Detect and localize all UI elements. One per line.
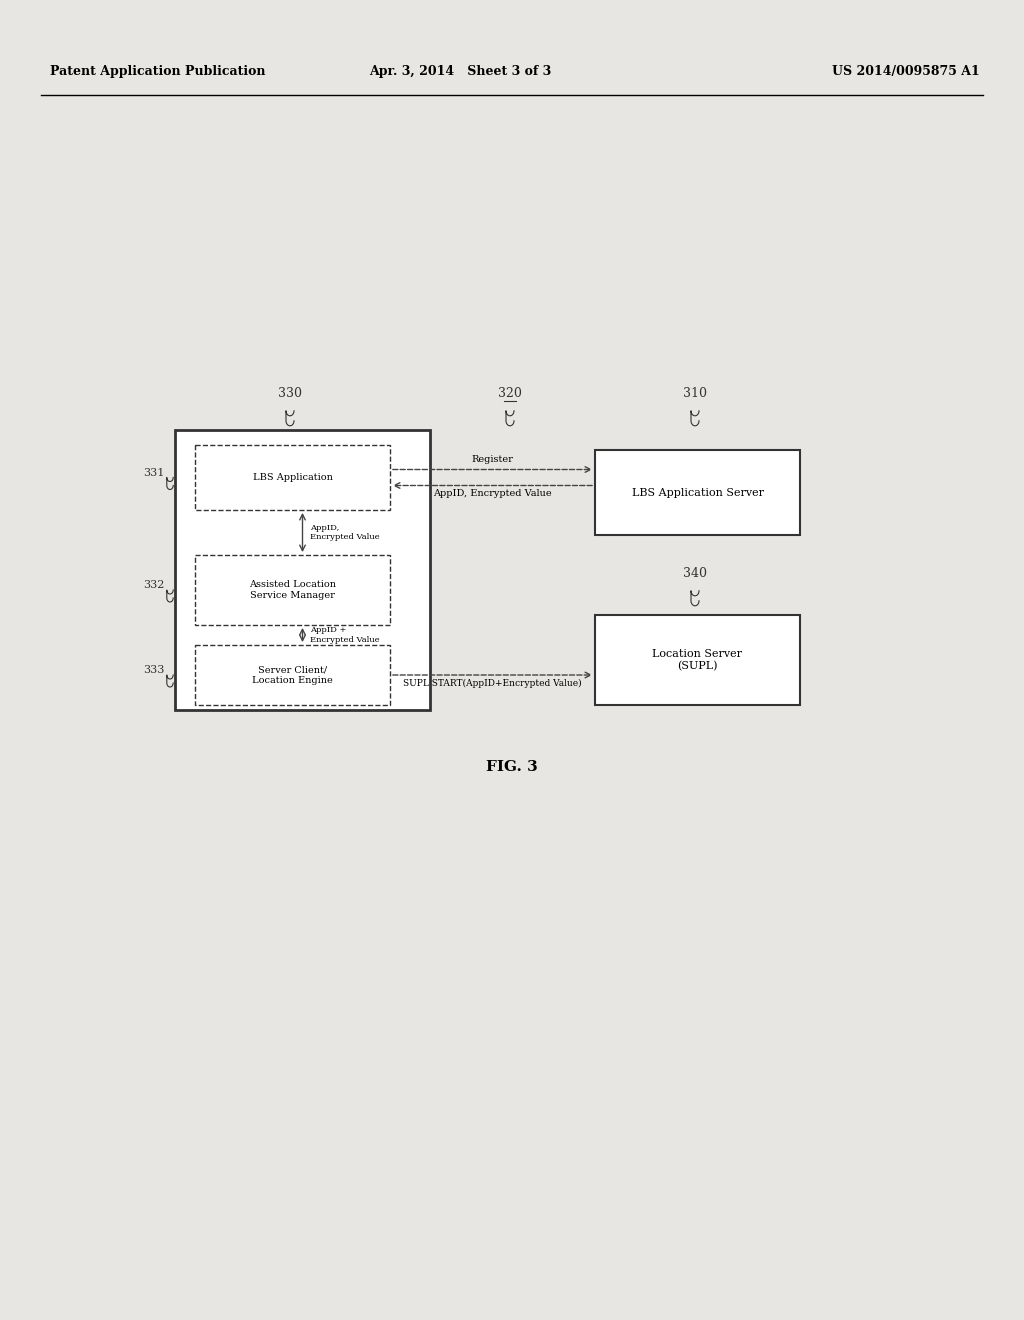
- Text: US 2014/0095875 A1: US 2014/0095875 A1: [833, 66, 980, 78]
- Text: AppID,
Encrypted Value: AppID, Encrypted Value: [310, 524, 380, 541]
- Text: Server Client/
Location Engine: Server Client/ Location Engine: [252, 665, 333, 685]
- Text: AppID, Encrypted Value: AppID, Encrypted Value: [433, 488, 552, 498]
- Text: 333: 333: [143, 665, 165, 675]
- Text: 330: 330: [278, 387, 302, 400]
- Text: 331: 331: [143, 467, 165, 478]
- Text: Assisted Location
Service Manager: Assisted Location Service Manager: [249, 581, 336, 599]
- Text: SUPL START(AppID+Encrypted Value): SUPL START(AppID+Encrypted Value): [403, 678, 582, 688]
- Text: AppID +
Encrypted Value: AppID + Encrypted Value: [310, 627, 380, 644]
- Bar: [195, 645, 390, 705]
- Text: 320: 320: [498, 387, 522, 400]
- Bar: [195, 445, 390, 510]
- Text: Patent Application Publication: Patent Application Publication: [50, 66, 265, 78]
- Text: Location Server
(SUPL): Location Server (SUPL): [652, 649, 742, 671]
- Text: LBS Application Server: LBS Application Server: [632, 487, 764, 498]
- Text: LBS Application: LBS Application: [253, 473, 333, 482]
- Bar: [195, 554, 390, 624]
- Bar: [595, 615, 800, 705]
- Text: Apr. 3, 2014   Sheet 3 of 3: Apr. 3, 2014 Sheet 3 of 3: [369, 66, 551, 78]
- Text: Register: Register: [472, 455, 513, 465]
- Bar: [175, 430, 430, 710]
- Text: 340: 340: [683, 568, 707, 579]
- Text: 310: 310: [683, 387, 707, 400]
- Text: 332: 332: [143, 579, 165, 590]
- Bar: [595, 450, 800, 535]
- Text: FIG. 3: FIG. 3: [486, 760, 538, 774]
